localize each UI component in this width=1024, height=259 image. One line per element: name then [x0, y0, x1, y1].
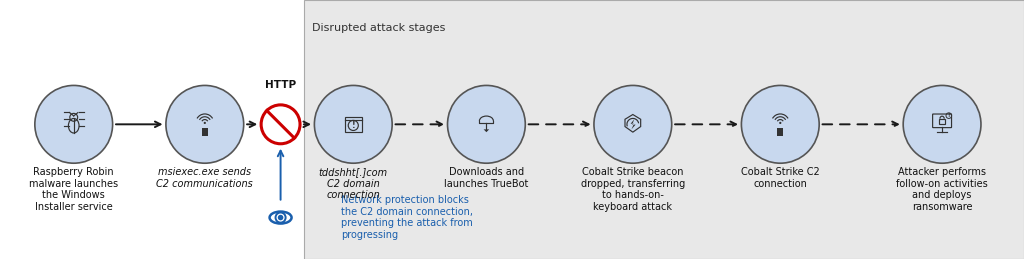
Text: Raspberry Robin
malware launches
the Windows
Installer service: Raspberry Robin malware launches the Win… [29, 167, 119, 212]
FancyBboxPatch shape [202, 128, 208, 136]
Text: Disrupted attack stages: Disrupted attack stages [312, 23, 445, 33]
FancyBboxPatch shape [777, 128, 783, 136]
Circle shape [903, 85, 981, 163]
Circle shape [204, 122, 206, 124]
Text: Cobalt Strike C2
connection: Cobalt Strike C2 connection [741, 167, 819, 189]
Text: Network protection blocks
the C2 domain connection,
preventing the attack from
p: Network protection blocks the C2 domain … [341, 195, 473, 240]
Polygon shape [631, 119, 636, 129]
Circle shape [594, 85, 672, 163]
FancyBboxPatch shape [304, 0, 1024, 259]
Circle shape [35, 85, 113, 163]
Circle shape [166, 85, 244, 163]
Text: msiexec.exe sends
C2 communications: msiexec.exe sends C2 communications [157, 167, 253, 189]
Circle shape [278, 215, 284, 220]
Circle shape [261, 105, 300, 144]
Text: HTTP: HTTP [265, 81, 296, 90]
Circle shape [314, 85, 392, 163]
Circle shape [779, 122, 781, 124]
Text: !: ! [351, 121, 355, 130]
Text: Attacker performs
follow-on activities
and deploys
ransomware: Attacker performs follow-on activities a… [896, 167, 988, 212]
Text: Cobalt Strike beacon
dropped, transferring
to hands-on-
keyboard attack: Cobalt Strike beacon dropped, transferri… [581, 167, 685, 212]
Circle shape [275, 213, 286, 222]
Ellipse shape [269, 212, 292, 224]
Circle shape [741, 85, 819, 163]
Polygon shape [483, 129, 489, 132]
Text: Downloads and
launches TrueBot: Downloads and launches TrueBot [444, 167, 528, 189]
Text: tddshht[.]com
C2 domain
connection: tddshht[.]com C2 domain connection [318, 167, 388, 200]
Circle shape [447, 85, 525, 163]
Text: !: ! [947, 113, 950, 118]
